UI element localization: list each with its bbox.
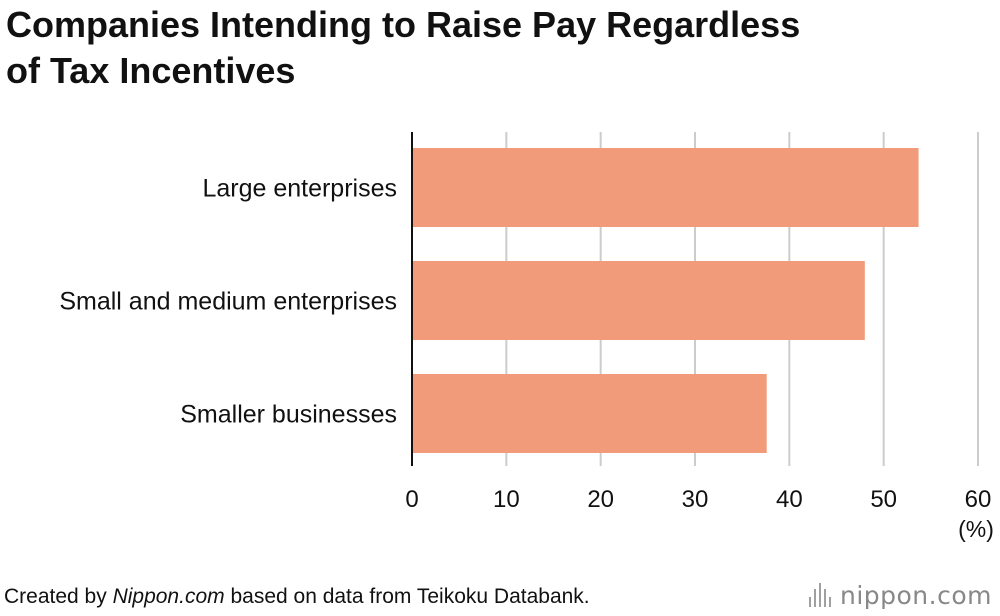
x-tick-label-60: 60 — [965, 486, 992, 513]
bar-2 — [412, 261, 865, 340]
x-tick-label-50: 50 — [870, 486, 897, 513]
bar-chart: Large enterprises Small and medium enterp… — [59, 132, 994, 542]
chart-title: Companies Intending to Raise Pay Regardl… — [6, 2, 906, 94]
bars — [412, 148, 919, 453]
x-tick-label-40: 40 — [776, 486, 803, 513]
logo-mark-icon — [808, 583, 834, 607]
bar-3 — [412, 374, 767, 453]
x-tick-label-30: 30 — [682, 486, 709, 513]
chart-title-line-1: Companies Intending to Raise Pay Regardl… — [6, 4, 801, 45]
footer-source-name: Nippon.com — [112, 585, 225, 608]
x-tick-label-0: 0 — [405, 486, 418, 513]
bar-1 — [412, 148, 919, 227]
logo-text: nippon.com — [839, 580, 992, 610]
x-tick-labels: 0 10 20 30 40 50 60 — [405, 486, 991, 513]
x-tick-label-10: 10 — [493, 486, 520, 513]
category-labels: Large enterprises Small and medium enterp… — [59, 175, 397, 429]
category-label-3: Smaller businesses — [180, 401, 397, 429]
source-footer: Created by Nippon.com based on data from… — [4, 585, 590, 609]
category-label-1: Large enterprises — [202, 175, 397, 203]
chart-title-line-2: of Tax Incentives — [6, 50, 296, 91]
footer-prefix: Created by — [4, 585, 113, 608]
footer-suffix: based on data from Teikoku Databank. — [224, 585, 590, 608]
nippon-logo: nippon.com — [808, 580, 992, 610]
category-label-2: Small and medium enterprises — [59, 288, 397, 316]
x-tick-label-20: 20 — [587, 486, 614, 513]
x-unit-label: (%) — [958, 516, 994, 542]
